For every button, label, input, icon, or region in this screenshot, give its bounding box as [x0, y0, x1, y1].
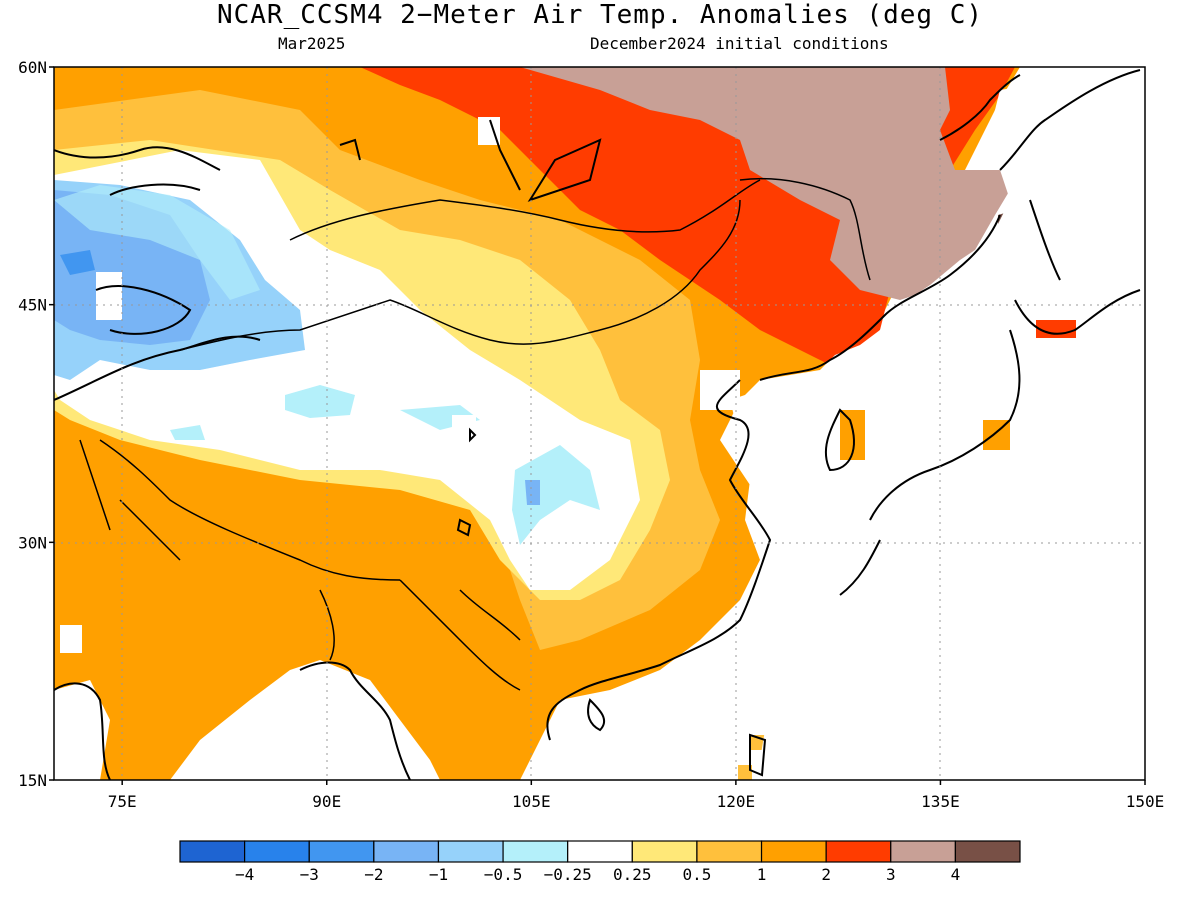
colorbar-swatch — [437, 840, 504, 863]
colorbar-label: −2 — [364, 865, 383, 884]
colorbar-swatch — [244, 840, 310, 863]
colorbar-label: 3 — [886, 865, 896, 884]
colorbar-swatch — [631, 840, 698, 863]
colorbar-label: −4 — [235, 865, 254, 884]
lon-label: 120E — [717, 792, 756, 811]
lon-label: 105E — [512, 792, 551, 811]
colorbar-swatch — [308, 840, 375, 863]
colorbar-swatch — [825, 840, 892, 863]
lon-label: 75E — [108, 792, 137, 811]
colorbar-label: 1 — [757, 865, 767, 884]
colorbar-label: 0.5 — [682, 865, 711, 884]
valid-month-label: Mar2025 — [278, 34, 346, 53]
map-frame — [53, 66, 1146, 781]
colorbar: −4 −3 −2 −1 −0.5 −0.25 0.25 0.5 1 2 3 4 — [179, 840, 1021, 884]
colorbar-label: −1 — [429, 865, 448, 884]
colorbar-swatch — [502, 840, 569, 863]
lon-label: 135E — [921, 792, 960, 811]
lon-label: 90E — [312, 792, 341, 811]
coastlines — [54, 69, 1141, 780]
lat-label: 45N — [18, 296, 47, 315]
initial-conditions-label: December2024 initial conditions — [590, 34, 889, 53]
lon-label: 150E — [1126, 792, 1165, 811]
lat-label: 30N — [18, 533, 47, 552]
anomaly-field — [54, 67, 1145, 780]
colorbar-swatch — [179, 840, 246, 863]
axis-ticks: 60N 45N 30N 15N 75E 90E 105E 120E 135E 150E — [18, 58, 1164, 811]
lat-label: 60N — [18, 58, 47, 77]
colorbar-label: −3 — [300, 865, 319, 884]
colorbar-swatch — [760, 840, 827, 863]
region-warm-3to4 — [520, 67, 1010, 300]
colorbar-swatch — [567, 840, 633, 863]
colorbar-swatch — [373, 840, 440, 863]
colorbar-label: −0.25 — [544, 865, 592, 884]
colorbar-label: 4 — [951, 865, 961, 884]
map-title: NCAR_CCSM4 2−Meter Air Temp. Anomalies (… — [216, 0, 984, 30]
colorbar-swatch — [696, 840, 763, 863]
borders — [79, 177, 871, 691]
colorbar-label: −0.5 — [484, 865, 523, 884]
lat-label: 15N — [18, 771, 47, 790]
colorbar-swatch — [890, 840, 956, 863]
colorbar-label: 2 — [821, 865, 831, 884]
colorbar-label: 0.25 — [613, 865, 652, 884]
colorbar-swatch — [954, 840, 1021, 863]
